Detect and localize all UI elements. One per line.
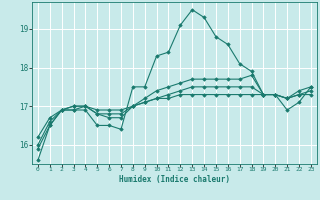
X-axis label: Humidex (Indice chaleur): Humidex (Indice chaleur) bbox=[119, 175, 230, 184]
